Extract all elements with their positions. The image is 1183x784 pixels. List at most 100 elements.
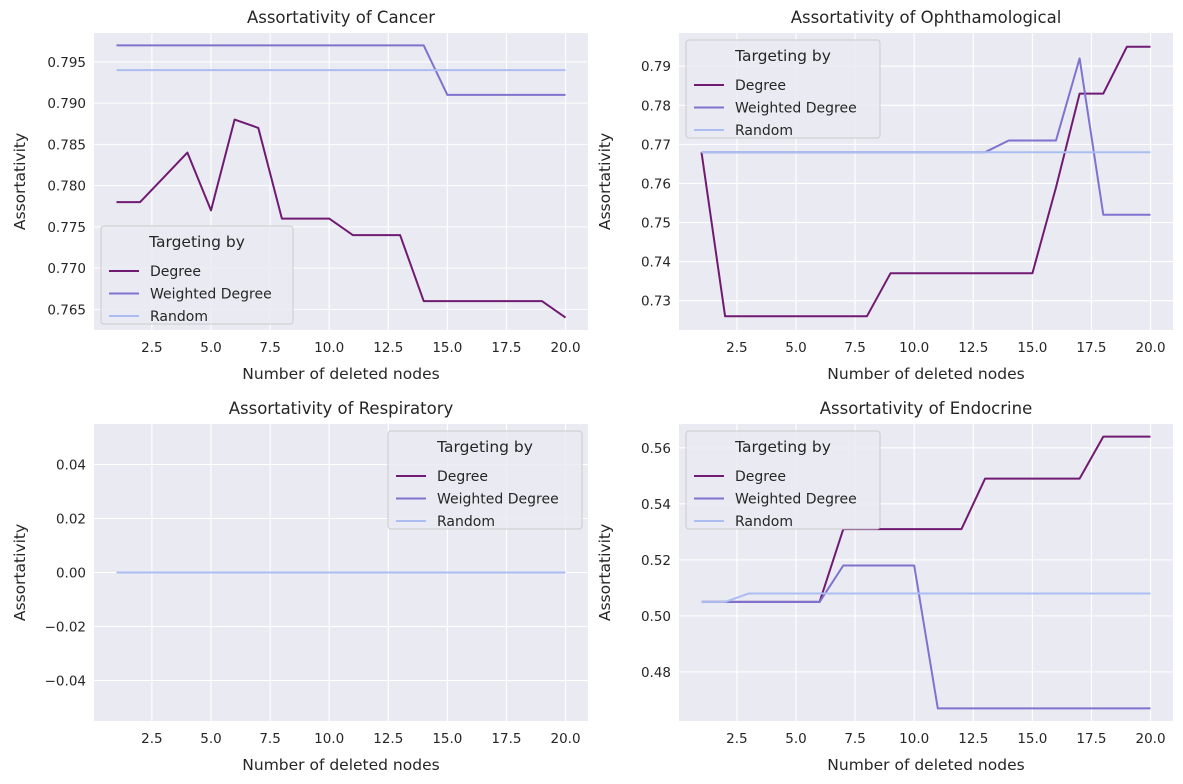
data-point xyxy=(470,94,472,96)
data-point xyxy=(352,69,354,71)
x-tick-label: 2.5 xyxy=(141,731,162,747)
data-point xyxy=(233,571,235,573)
data-point xyxy=(1078,477,1080,479)
data-point xyxy=(889,151,891,153)
y-tick-label: 0.75 xyxy=(641,216,671,232)
legend: Targeting by Degree Weighted Degree Random xyxy=(685,430,881,530)
data-point xyxy=(937,151,939,153)
data-point xyxy=(1031,707,1033,709)
data-point xyxy=(771,592,773,594)
x-tick-label: 12.5 xyxy=(373,340,403,356)
legend: Targeting by Degree Weighted Degree Random xyxy=(100,225,294,325)
data-point xyxy=(1102,151,1104,153)
data-point xyxy=(233,118,235,120)
data-point xyxy=(375,44,377,46)
data-point xyxy=(913,564,915,566)
data-point xyxy=(1126,214,1128,216)
data-point xyxy=(724,315,726,317)
data-point xyxy=(795,601,797,603)
x-tick-label: 5.0 xyxy=(200,731,221,747)
data-point xyxy=(423,571,425,573)
y-tick-label: 0.02 xyxy=(56,512,86,528)
data-point xyxy=(541,69,543,71)
data-point xyxy=(328,217,330,219)
data-point xyxy=(139,69,141,71)
legend-label: Weighted Degree xyxy=(735,101,857,117)
data-point xyxy=(724,151,726,153)
x-tick-label: 7.5 xyxy=(844,731,865,747)
data-point xyxy=(818,151,820,153)
subplot-3: 2.5 5.0 7.5 10.0 12.5 15.0 17.5 20.0 −0.04 −0.02 0… xyxy=(11,399,588,774)
data-point xyxy=(1126,151,1128,153)
x-axis-label: Number of deleted nodes xyxy=(242,756,439,774)
data-point xyxy=(517,69,519,71)
data-point xyxy=(1149,435,1151,437)
data-point xyxy=(1102,707,1104,709)
data-point xyxy=(139,571,141,573)
data-point xyxy=(446,69,448,71)
x-axis-label: Number of deleted nodes xyxy=(827,756,1024,774)
y-tick-label: 0.54 xyxy=(641,497,671,513)
data-point xyxy=(399,69,401,71)
data-point xyxy=(423,69,425,71)
x-tick-label: 15.0 xyxy=(432,340,462,356)
data-point xyxy=(352,44,354,46)
data-point xyxy=(470,69,472,71)
data-point xyxy=(281,217,283,219)
data-point xyxy=(186,571,188,573)
x-tick-label: 5.0 xyxy=(785,731,806,747)
data-point xyxy=(748,151,750,153)
subplot-4: 2.5 5.0 7.5 10.0 12.5 15.0 17.5 20.0 0.48 0.50 0.5… xyxy=(596,399,1173,774)
y-axis-label: Assortativity xyxy=(596,133,614,230)
data-point xyxy=(493,69,495,71)
x-tick-label: 15.0 xyxy=(432,731,462,747)
data-point xyxy=(517,571,519,573)
x-tick-label: 5.0 xyxy=(785,340,806,356)
data-point xyxy=(1078,592,1080,594)
data-point xyxy=(446,300,448,302)
x-tick-label: 17.5 xyxy=(491,340,521,356)
data-point xyxy=(1055,707,1057,709)
data-point xyxy=(889,564,891,566)
data-point xyxy=(328,571,330,573)
data-point xyxy=(446,94,448,96)
x-tick-label: 12.5 xyxy=(958,731,988,747)
legend-title: Targeting by xyxy=(734,438,831,456)
data-point xyxy=(700,151,702,153)
data-point xyxy=(115,571,117,573)
data-point xyxy=(842,564,844,566)
legend-label: Weighted Degree xyxy=(735,492,857,508)
data-point xyxy=(470,300,472,302)
data-point xyxy=(1055,139,1057,141)
data-point xyxy=(233,69,235,71)
data-point xyxy=(375,234,377,236)
x-tick-label: 20.0 xyxy=(1136,340,1166,356)
data-point xyxy=(960,528,962,530)
data-point xyxy=(352,234,354,236)
data-point xyxy=(423,44,425,46)
x-tick-label: 2.5 xyxy=(141,340,162,356)
data-point xyxy=(423,300,425,302)
data-point xyxy=(375,69,377,71)
data-point xyxy=(1149,707,1151,709)
data-point xyxy=(493,571,495,573)
data-point xyxy=(399,571,401,573)
legend: Targeting by Degree Weighted Degree Random xyxy=(685,39,881,139)
data-point xyxy=(1031,272,1033,274)
legend-title: Targeting by xyxy=(148,233,245,251)
data-point xyxy=(1078,92,1080,94)
data-point xyxy=(375,571,377,573)
data-point xyxy=(541,571,543,573)
data-point xyxy=(1126,45,1128,47)
data-point xyxy=(210,69,212,71)
data-point xyxy=(304,217,306,219)
data-point xyxy=(541,300,543,302)
y-tick-label: 0.765 xyxy=(47,302,86,318)
y-tick-label: 0.785 xyxy=(47,137,86,153)
y-axis-label: Assortativity xyxy=(11,524,29,621)
series-line-random xyxy=(701,592,1151,603)
legend-label: Random xyxy=(735,123,793,139)
legend-label: Degree xyxy=(437,469,488,485)
y-tick-label: 0.76 xyxy=(641,176,671,192)
